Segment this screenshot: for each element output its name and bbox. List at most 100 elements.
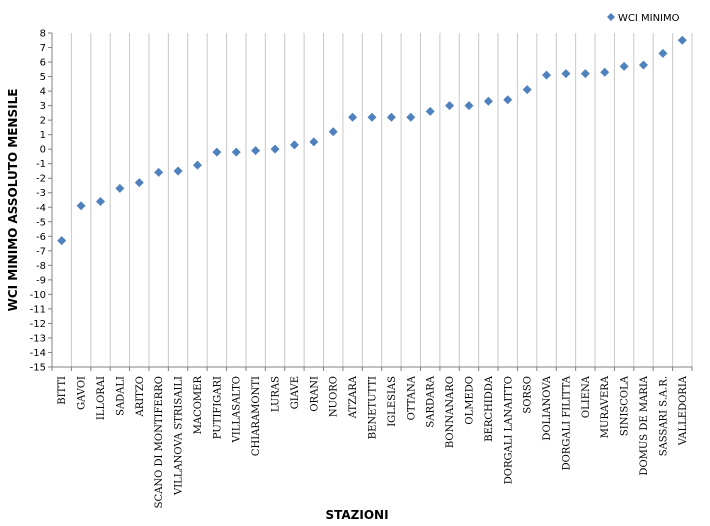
data-point	[406, 112, 416, 122]
y-tick-label: -6	[36, 232, 46, 243]
y-tick-label: 6	[40, 58, 46, 69]
x-tick-label: DORGALI FILITTA	[561, 375, 572, 470]
legend-label: WCI MINIMO	[618, 13, 680, 24]
x-tick-label: SINISCOLA	[620, 375, 631, 436]
data-point	[464, 101, 474, 111]
x-tick-label: OLMEDO	[464, 376, 475, 425]
x-tick-label: SASSARI S.A.R.	[658, 376, 669, 456]
x-tick-label: CHIARAMONTI	[251, 376, 262, 456]
y-tick-label: -9	[36, 275, 46, 286]
y-tick-label: -7	[36, 246, 46, 257]
data-point	[503, 95, 513, 105]
data-point	[309, 137, 319, 147]
x-tick-label: VILLANOVA STRISAILI	[174, 376, 185, 496]
y-tick-label: 1	[40, 130, 46, 141]
data-point	[289, 140, 299, 150]
y-tick-label: -2	[36, 174, 46, 185]
x-tick-label: DOLIANOVA	[542, 375, 553, 440]
y-tick-label: -15	[30, 363, 46, 374]
x-tick-label: SARDARA	[426, 375, 437, 427]
data-point	[425, 106, 435, 116]
data-point	[154, 167, 164, 177]
y-tick-label: 4	[40, 87, 46, 98]
x-tick-labels: BITTI GAVOI ILLORAI SADALI ARITZO SCANO DI MO…	[57, 375, 689, 508]
x-tick-label: ARITZO	[135, 376, 146, 418]
y-tick-label: -13	[30, 333, 46, 344]
data-point	[212, 147, 222, 157]
x-tick-label: SCANO DI MONTIFERRO	[154, 376, 165, 508]
grid-lines	[70, 33, 693, 367]
x-axis-title: STAZIONI	[325, 508, 388, 522]
x-tick-label: DOMUS DE MARIA	[639, 375, 650, 475]
y-tick-label: -11	[30, 304, 46, 315]
data-point	[251, 146, 261, 156]
data-point	[231, 147, 241, 157]
data-point	[561, 69, 571, 79]
y-tick-label: -4	[36, 203, 46, 214]
y-tick-label: 8	[40, 29, 46, 40]
data-point	[639, 60, 649, 70]
y-tick-labels: -15-14-13-12-11-10-9-8-7-6-5-4-3-2-10123…	[30, 29, 46, 374]
x-tick-label: VALLEDORIA	[678, 375, 689, 446]
data-point	[95, 196, 105, 206]
data-point	[367, 112, 377, 122]
y-tick-label: -10	[30, 290, 46, 301]
data-point	[483, 96, 493, 106]
data-point	[57, 236, 67, 246]
x-tick-label: ATZARA	[348, 375, 359, 419]
legend-marker	[607, 13, 615, 21]
x-tick-label: IGLESIAS	[387, 376, 398, 427]
y-tick-label: 0	[40, 145, 46, 156]
x-tick-label: SORSO	[523, 376, 534, 414]
data-point	[445, 101, 455, 111]
y-axis-title: WCI MINIMO ASSOLUTO MENSILE	[6, 89, 20, 312]
x-tick-label: VILLASALTO	[232, 376, 243, 443]
y-tick-label: 3	[40, 101, 46, 112]
x-tick-label: GIAVE	[290, 376, 301, 409]
x-tick-label: BITTI	[57, 376, 68, 405]
x-tick-label: GAVOI	[77, 376, 88, 410]
y-tick-label: -3	[36, 188, 46, 199]
x-tick-label: DORGALI LANAITTO	[503, 376, 514, 484]
x-tick-label: BERCHIDDA	[484, 375, 495, 442]
data-point	[270, 144, 280, 154]
x-tick-label: BENETUTTI	[368, 376, 379, 439]
x-tick-label: PUTIFIGARI	[212, 376, 223, 439]
data-point	[580, 69, 590, 79]
y-tick-label: -8	[36, 261, 46, 272]
axes	[48, 32, 693, 371]
x-tick-label: BONNANARO	[445, 376, 456, 448]
y-tick-label: 2	[40, 116, 46, 127]
x-tick-label: OLIENA	[581, 375, 592, 418]
data-point	[386, 112, 396, 122]
data-point	[192, 160, 202, 170]
data-point	[677, 35, 687, 45]
data-point	[76, 201, 86, 211]
x-tick-label: MACOMER	[193, 376, 204, 435]
y-tick-label: 7	[40, 43, 46, 54]
y-tick-label: -1	[36, 159, 46, 170]
y-tick-label: 5	[40, 72, 46, 83]
data-points	[57, 35, 687, 246]
data-point	[542, 70, 552, 80]
data-point	[348, 112, 358, 122]
data-point	[328, 127, 338, 137]
data-point	[173, 166, 183, 176]
legend: WCI MINIMO	[607, 13, 680, 24]
x-tick-label: NUORO	[329, 376, 340, 417]
data-point	[134, 178, 144, 188]
y-tick-label: -14	[30, 348, 46, 359]
x-tick-label: ORANI	[309, 376, 320, 412]
x-tick-label: MURAVERA	[600, 375, 611, 438]
data-point	[619, 61, 629, 71]
y-tick-label: -12	[30, 319, 46, 330]
x-tick-label: ILLORAI	[96, 376, 107, 420]
data-point	[522, 85, 532, 95]
data-point	[600, 67, 610, 77]
x-tick-label: SADALI	[115, 376, 126, 416]
x-tick-label: OTTANA	[406, 375, 417, 420]
data-point	[115, 183, 125, 193]
y-tick-label: -5	[36, 217, 46, 228]
x-tick-label: LURAS	[271, 376, 282, 412]
